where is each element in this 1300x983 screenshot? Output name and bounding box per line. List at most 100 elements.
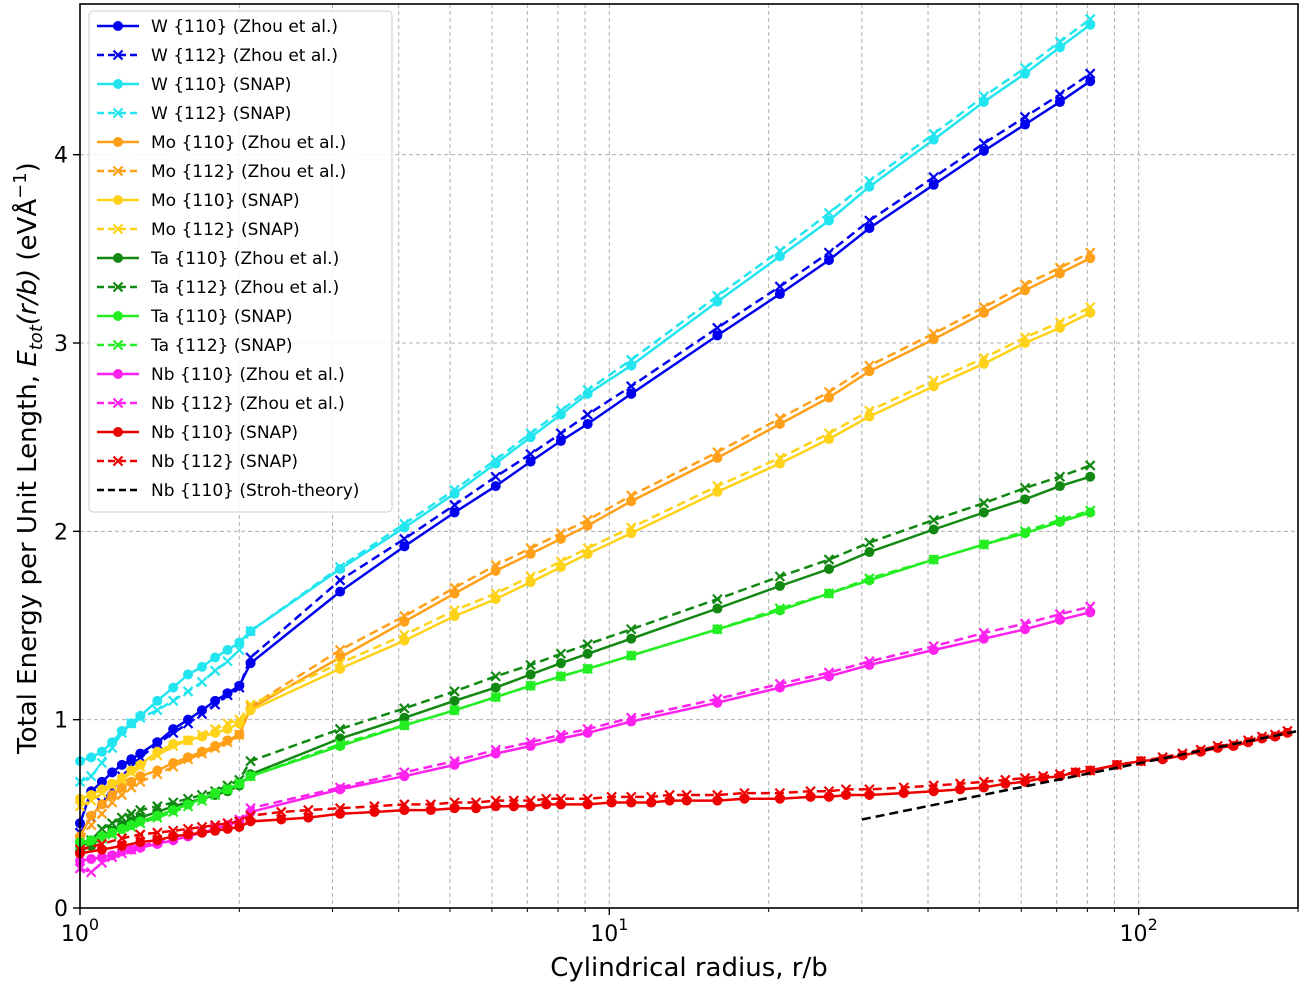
series-3-point: [168, 682, 179, 693]
series-6-point: [196, 748, 208, 759]
y-tick-label: 1: [54, 709, 68, 734]
series-9-point: [626, 633, 637, 644]
series-14-point: [490, 744, 501, 756]
series-9-point: [525, 669, 536, 680]
series-1-point: [490, 481, 501, 492]
series-16-point: [645, 791, 657, 803]
y-axis-label-arg: (r/b): [13, 269, 43, 325]
series-10-point: [135, 804, 146, 816]
series-1-point: [107, 767, 118, 778]
series-14-point: [126, 844, 137, 855]
y-axis-label-exponent: −1: [10, 172, 31, 199]
series-5-point: [222, 735, 233, 746]
series-12-point: [555, 671, 567, 682]
x-tick-label: 100: [61, 915, 99, 947]
series-6-point: [116, 789, 128, 801]
series-2-point: [152, 738, 163, 750]
series-12-point: [525, 680, 536, 692]
series-4-point: [245, 625, 256, 637]
series-6-point: [135, 776, 146, 788]
series-3-point: [222, 644, 233, 655]
series-2-point: [167, 727, 179, 739]
legend-entry-7-point: [113, 195, 123, 205]
series-2-point: [209, 699, 221, 710]
legend-entry-8: Mo {112} (SNAP): [97, 220, 300, 240]
series-12-point: [1019, 526, 1031, 537]
series-11-point: [126, 820, 137, 831]
legend-entry-10-label: Ta {112} (Zhou et al.): [150, 278, 339, 298]
legend-entry-17: Nb {110} (Stroh-theory): [97, 481, 359, 501]
series-5-point: [96, 799, 107, 810]
series-6-point: [222, 736, 233, 748]
series-12-line: [79, 509, 1091, 846]
series-10: [74, 460, 1096, 854]
series-4-point: [1084, 13, 1096, 25]
series-8-point: [85, 795, 97, 806]
series-14-point: [625, 712, 637, 724]
series-2-point: [245, 652, 256, 663]
series-8-point: [399, 629, 410, 641]
series-1-point: [1054, 96, 1065, 107]
series-12: [74, 505, 1096, 850]
series-8-point: [490, 588, 501, 599]
series-4-point: [222, 656, 233, 667]
series-16-point: [1019, 772, 1031, 784]
series-16-point: [470, 797, 482, 808]
series-8-point: [823, 428, 835, 439]
series-4-point: [126, 718, 137, 729]
legend-entry-16: Nb {112} (SNAP): [97, 452, 298, 472]
series-4-point: [1019, 62, 1031, 74]
series-6-point: [106, 797, 118, 808]
series-11-point: [1054, 516, 1065, 527]
series-6-point: [234, 729, 245, 741]
series-16-point: [664, 789, 675, 801]
series-16-point: [555, 793, 567, 805]
series-9-point: [978, 507, 989, 518]
series-14-point: [1054, 608, 1066, 620]
series-1-point: [399, 541, 410, 552]
series-12-point: [126, 821, 137, 833]
series-14-point: [555, 729, 567, 741]
legend: W {110} (Zhou et al.) W {112} (Zhou et al…: [88, 10, 393, 513]
series-6-point: [449, 582, 460, 594]
series-6: [74, 247, 1096, 846]
series-16-point: [774, 787, 786, 799]
legend-entry-6-label: Mo {112} (Zhou et al.): [151, 162, 346, 182]
series-16-point: [1037, 770, 1049, 782]
series-2-point: [864, 215, 875, 226]
series-14-point: [85, 866, 97, 878]
series-1-point: [1020, 119, 1031, 130]
series-12-point: [625, 650, 637, 661]
series-2-point: [334, 575, 346, 586]
series-10-point: [245, 755, 256, 767]
series-16-point: [864, 784, 875, 795]
legend-entry-5-label: Mo {110} (Zhou et al.): [151, 133, 346, 153]
series-2-point: [978, 138, 990, 149]
series-9-point: [712, 603, 723, 614]
series-8-point: [196, 729, 208, 741]
series-4-point: [490, 454, 501, 466]
series-6-point: [928, 328, 939, 339]
series-4-line: [79, 18, 1091, 783]
series-3-point: [96, 746, 107, 757]
series-16-point: [1070, 767, 1081, 778]
series-16-point: [222, 817, 233, 829]
series-16-point: [1157, 752, 1168, 763]
series-6-point: [823, 386, 835, 398]
series-6-point: [126, 782, 137, 793]
legend-entry-16-point: [112, 455, 124, 467]
series-16-point: [369, 801, 380, 812]
series-16-point: [1256, 731, 1268, 742]
series-12-point: [106, 829, 118, 840]
x-tick-label: 101: [590, 915, 628, 947]
series-10-point: [490, 671, 501, 682]
series-14-point: [399, 767, 410, 778]
y-tick-label: 0: [54, 897, 68, 922]
series-6-point: [1054, 262, 1066, 273]
series-12-point: [399, 720, 410, 731]
series-16-point: [96, 838, 108, 850]
legend-entry-9-label: Ta {110} (Zhou et al.): [150, 249, 339, 269]
series-16-point: [978, 776, 990, 788]
series-4-point: [116, 727, 128, 739]
